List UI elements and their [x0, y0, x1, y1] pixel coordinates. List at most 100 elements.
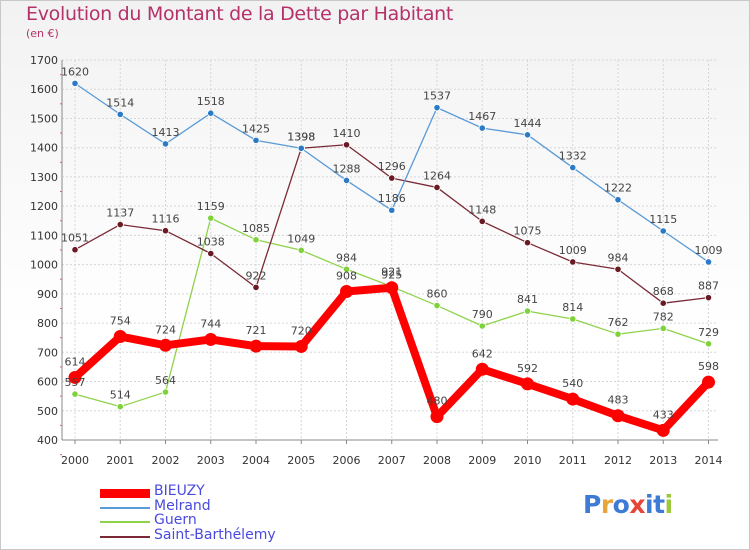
x-tick-label: 2000 [61, 454, 89, 467]
legend-label-saint-barth-lemy: Saint-Barthélemy [154, 526, 276, 543]
point-guern [116, 403, 124, 411]
y-tick-label: 900 [37, 288, 58, 301]
data-label-bieuzy: 721 [246, 324, 267, 337]
point-saint-barth-lemy [71, 246, 79, 254]
x-tick-label: 2011 [559, 454, 587, 467]
data-label-guern: 925 [381, 269, 402, 282]
data-label-melrand: 1332 [559, 150, 587, 163]
point-saint-barth-lemy [252, 283, 260, 292]
point-melrand [297, 144, 305, 152]
point-bieuzy [294, 339, 308, 353]
data-label-saint-barth-lemy: 887 [698, 280, 719, 293]
data-label-melrand: 1425 [242, 122, 270, 135]
data-label-bieuzy: 598 [698, 360, 719, 373]
data-label-guern: 1049 [287, 232, 315, 245]
point-saint-barth-lemy [342, 141, 351, 149]
data-label-melrand: 1620 [61, 65, 89, 78]
data-label-saint-barth-lemy: 1009 [559, 244, 587, 257]
point-guern [207, 214, 215, 222]
y-tick-label: 700 [37, 346, 58, 359]
point-bieuzy [611, 409, 625, 423]
y-tick-label: 1700 [30, 54, 58, 67]
x-tick-label: 2001 [106, 454, 134, 467]
point-melrand [252, 136, 260, 144]
legend-item-melrand: Melrand [100, 498, 320, 516]
legend-label-bieuzy: BIEUZY [154, 483, 205, 499]
point-melrand [71, 79, 79, 87]
series-layer [68, 79, 715, 437]
point-bieuzy [702, 375, 715, 389]
point-melrand [659, 227, 667, 235]
data-label-bieuzy: 592 [517, 362, 538, 375]
data-label-melrand: 1537 [423, 90, 451, 103]
data-label-saint-barth-lemy: 984 [608, 251, 629, 264]
point-guern [478, 322, 486, 330]
legend-label-guern: Guern [154, 512, 197, 528]
data-label-guern: 860 [427, 288, 448, 301]
x-tick-label: 2005 [287, 454, 315, 467]
data-label-saint-barth-lemy: 1038 [197, 236, 225, 249]
point-guern [569, 315, 577, 323]
legend-item-bieuzy: BIEUZY [100, 483, 320, 501]
point-melrand [523, 131, 532, 139]
data-label-melrand: 1514 [106, 96, 134, 109]
data-label-melrand: 1398 [287, 130, 315, 143]
data-label-saint-barth-lemy: 1296 [378, 160, 406, 173]
point-bieuzy [521, 377, 534, 391]
point-saint-barth-lemy [614, 265, 622, 273]
data-label-saint-barth-lemy: 1137 [106, 207, 134, 220]
logo-letter: r [600, 490, 613, 519]
point-melrand [342, 176, 351, 185]
data-labels: 1620 1514 1413 1518 1425 1398 1288 1186 1537 1467… [61, 65, 723, 421]
legend-swatch-bieuzy [100, 488, 150, 498]
point-saint-barth-lemy [569, 258, 577, 266]
point-saint-barth-lemy [207, 249, 215, 258]
point-guern [297, 246, 305, 254]
y-tick-label: 1600 [30, 83, 58, 96]
point-guern [704, 340, 713, 348]
x-tick-label: 2009 [468, 454, 496, 467]
logo-letter: i [645, 490, 654, 519]
data-label-guern: 790 [472, 308, 493, 321]
point-melrand [388, 206, 396, 214]
point-saint-barth-lemy [478, 217, 486, 225]
point-melrand [116, 110, 124, 118]
series-bieuzy [68, 281, 715, 437]
legend-swatch-melrand [100, 506, 150, 509]
legend-item-saint-barth-lemy: Saint-Barthélemy [100, 526, 320, 545]
point-melrand [207, 109, 215, 117]
data-label-guern: 814 [562, 301, 583, 314]
data-label-bieuzy: 744 [200, 317, 221, 330]
data-label-bieuzy: 483 [608, 394, 629, 407]
point-bieuzy [430, 410, 444, 424]
y-tick-label: 1500 [30, 112, 58, 125]
data-label-saint-barth-lemy: 1148 [468, 203, 496, 216]
chart-unit-label: (en €) [26, 27, 59, 40]
data-label-melrand: 1186 [378, 192, 406, 205]
data-label-bieuzy: 908 [336, 270, 357, 283]
data-label-saint-barth-lemy: 1264 [423, 169, 451, 182]
data-label-bieuzy: 724 [155, 323, 176, 336]
data-label-guern: 1159 [197, 200, 225, 213]
point-guern [523, 307, 532, 315]
point-saint-barth-lemy [523, 239, 532, 247]
data-label-guern: 762 [608, 316, 629, 329]
logo-letter: x [629, 490, 645, 519]
logo-letter: t [653, 490, 665, 519]
point-melrand [161, 140, 170, 148]
data-label-guern: 557 [65, 376, 86, 389]
y-tick-label: 1100 [30, 229, 58, 242]
point-bieuzy [159, 338, 172, 352]
data-label-guern: 841 [517, 293, 538, 306]
data-label-bieuzy: 754 [110, 315, 131, 328]
point-saint-barth-lemy [704, 294, 713, 302]
y-tick-label: 1200 [30, 200, 58, 213]
point-saint-barth-lemy [433, 183, 441, 192]
data-label-melrand: 1467 [468, 110, 496, 123]
point-saint-barth-lemy [161, 227, 170, 235]
y-tick-label: 800 [37, 317, 58, 330]
x-tick-label: 2004 [242, 454, 270, 467]
point-melrand [433, 104, 441, 112]
y-tick-label: 1300 [30, 171, 58, 184]
data-label-saint-barth-lemy: 868 [653, 285, 674, 298]
